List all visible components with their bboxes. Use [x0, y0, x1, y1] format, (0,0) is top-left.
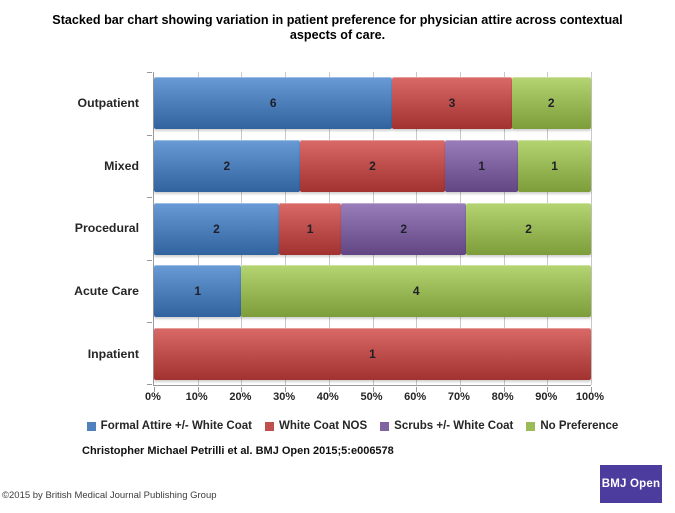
y-axis-tick	[147, 72, 152, 73]
bar-segment: 1	[154, 327, 591, 380]
citation: Christopher Michael Petrilli et al. BMJ …	[82, 445, 394, 457]
legend-item: Scrubs +/- White Coat	[380, 420, 513, 432]
category-label: Procedural	[74, 221, 139, 236]
x-axis-tick-label: 80%	[491, 391, 514, 403]
bar-segment: 2	[511, 77, 591, 130]
bar-segment-label: 1	[369, 346, 376, 361]
x-axis-tick	[154, 387, 155, 392]
legend-swatch-icon	[380, 421, 390, 431]
bar-segment: 2	[154, 202, 279, 255]
legend-item: White Coat NOS	[265, 420, 367, 432]
x-axis-tick	[372, 387, 374, 392]
legend-label: Scrubs +/- White Coat	[394, 420, 514, 432]
bar-segment: 2	[299, 139, 446, 192]
category-label: Mixed	[104, 158, 139, 173]
x-axis-tick	[547, 387, 549, 392]
gridline	[591, 72, 592, 385]
bar-segment-label: 1	[194, 284, 202, 299]
x-axis-tick	[416, 387, 418, 392]
bar-segment: 4	[241, 265, 591, 318]
legend-label: Formal Attire +/- White Coat	[100, 420, 252, 432]
y-axis-tick	[147, 384, 152, 385]
figure-title-line2: aspects of care.	[289, 27, 386, 42]
bar-segment: 2	[466, 202, 591, 255]
bar-segment: 6	[154, 77, 393, 130]
bar-row: 2 2 1 1	[154, 139, 591, 192]
bar-segment-label: 2	[223, 158, 231, 173]
bar-segment-label: 1	[306, 221, 314, 236]
x-axis-tick-labels: 0% 10% 20% 30% 40% 50% 60% 70% 80% 90% 100%	[145, 391, 604, 405]
legend-item: Formal Attire +/- White Coat	[86, 420, 252, 432]
y-axis-tick	[147, 134, 152, 136]
x-axis-tick-label: 40%	[316, 391, 339, 403]
x-axis-tick-label: 30%	[273, 391, 296, 403]
category-label: Outpatient	[77, 96, 139, 111]
figure-title: Stacked bar chart showing variation in p…	[0, 13, 675, 42]
bar-row: 1	[154, 327, 591, 380]
x-axis-tick-label: 100%	[575, 391, 605, 403]
legend-swatch-icon	[86, 421, 96, 431]
bar-segment-label: 4	[412, 284, 420, 299]
bar-segment-label: 2	[369, 158, 376, 173]
legend-swatch-icon	[265, 421, 274, 431]
legend-label: No Preference	[540, 420, 619, 432]
bar-row: 2 1 2 2	[154, 202, 591, 255]
x-axis-tick-label: 60%	[404, 391, 427, 403]
y-axis-tick	[147, 259, 152, 261]
y-axis-category-labels: Outpatient Mixed Procedural Acute Care Inpat…	[0, 72, 146, 385]
legend-swatch-icon	[526, 421, 536, 431]
bar-segment: 2	[154, 139, 300, 192]
x-axis-tick	[285, 387, 287, 392]
y-axis-tick	[147, 322, 152, 324]
bar-segment-label: 1	[478, 158, 486, 173]
figure-title-line1: Stacked bar chart showing variation in p…	[52, 13, 623, 27]
bar-segment-label: 2	[547, 96, 555, 111]
bar-segment: 1	[518, 139, 591, 192]
bar-segment-label: 2	[213, 221, 220, 236]
category-label: Acute Care	[74, 284, 139, 299]
bar-segment: 1	[154, 265, 242, 318]
bmj-open-logo: BMJ Open	[600, 465, 662, 503]
x-axis-tick-label: 50%	[360, 391, 383, 403]
bar-segment-label: 2	[525, 221, 532, 236]
x-axis-tick-label: 70%	[447, 391, 470, 403]
x-axis-tick-label: 10%	[185, 391, 208, 403]
bar-segment-label: 1	[551, 158, 558, 173]
x-axis-tick	[591, 387, 592, 392]
x-axis-tick	[459, 387, 461, 392]
bar-segment-label: 6	[269, 96, 277, 111]
y-axis-tick	[147, 197, 152, 199]
x-axis-tick	[197, 387, 199, 392]
legend: Formal Attire +/- White Coat White Coat N…	[45, 420, 660, 432]
x-axis-tick-label: 90%	[535, 391, 558, 403]
bar-segment: 3	[392, 77, 512, 130]
legend-item: No Preference	[526, 420, 618, 432]
bar-segment-label: 2	[400, 221, 408, 236]
bar-segment: 1	[278, 202, 342, 255]
x-axis-tick	[503, 387, 505, 392]
bmj-open-logo-label: BMJ Open	[601, 478, 661, 490]
bar-segment-label: 3	[448, 96, 456, 111]
x-axis-tick	[328, 387, 330, 392]
bar-segment: 2	[341, 202, 467, 255]
legend-label: White Coat NOS	[279, 420, 368, 432]
category-label: Inpatient	[87, 346, 139, 361]
x-axis-tick-label: 0%	[145, 391, 161, 403]
bar-row: 6 3 2	[154, 77, 591, 130]
copyright-notice: ©2015 by British Medical Journal Publish…	[2, 490, 217, 501]
x-axis-tick	[241, 387, 243, 392]
x-axis-tick-label: 20%	[229, 391, 252, 403]
bar-segment: 1	[445, 139, 519, 192]
